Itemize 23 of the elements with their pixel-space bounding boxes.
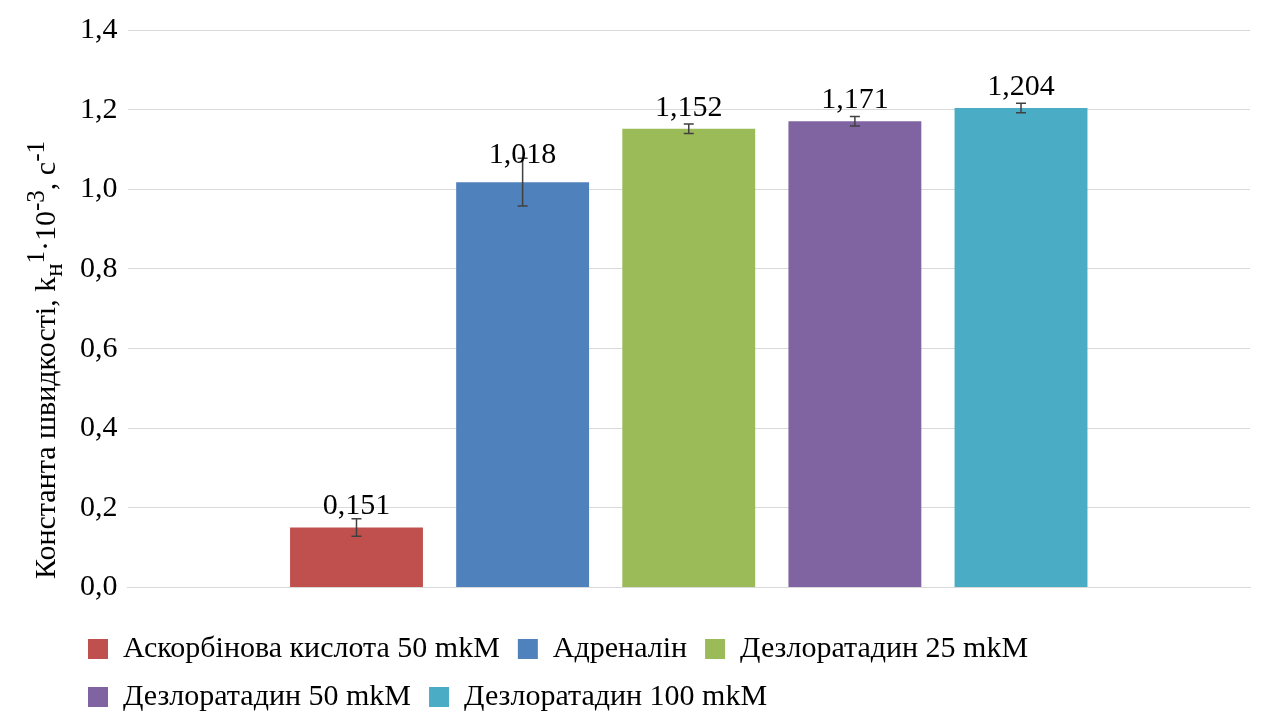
y-tick-label: 0,6	[80, 329, 118, 363]
data-label: 0,151	[322, 487, 391, 521]
bar	[954, 108, 1088, 588]
legend-label: Адреналін	[552, 629, 688, 663]
legend-label: Дезлоратадин 100 mkM	[464, 677, 768, 711]
bar	[788, 121, 922, 588]
data-label: 1,152	[655, 88, 723, 122]
bar	[456, 182, 590, 588]
y-tick-label: 0,8	[80, 249, 118, 283]
bar	[290, 527, 423, 588]
legend-label: Дезлоратадин 25 mkM	[740, 629, 1029, 663]
data-label: 1,204	[987, 67, 1055, 101]
bar	[622, 128, 756, 588]
y-tick-label: 0,0	[80, 568, 118, 602]
data-label: 1,018	[488, 136, 557, 170]
legend-label: Дезлоратадин 50 mkM	[123, 677, 412, 711]
y-tick-label: 1,0	[80, 170, 118, 204]
data-label: 1,171	[821, 81, 889, 115]
y-tick-label: 1,2	[80, 90, 118, 124]
legend-label: Аскорбінова кислота 50 mkM	[123, 629, 500, 663]
y-tick-label: 0,2	[80, 488, 118, 522]
y-tick-label: 1,4	[80, 10, 118, 44]
y-tick-label: 0,4	[80, 409, 118, 443]
